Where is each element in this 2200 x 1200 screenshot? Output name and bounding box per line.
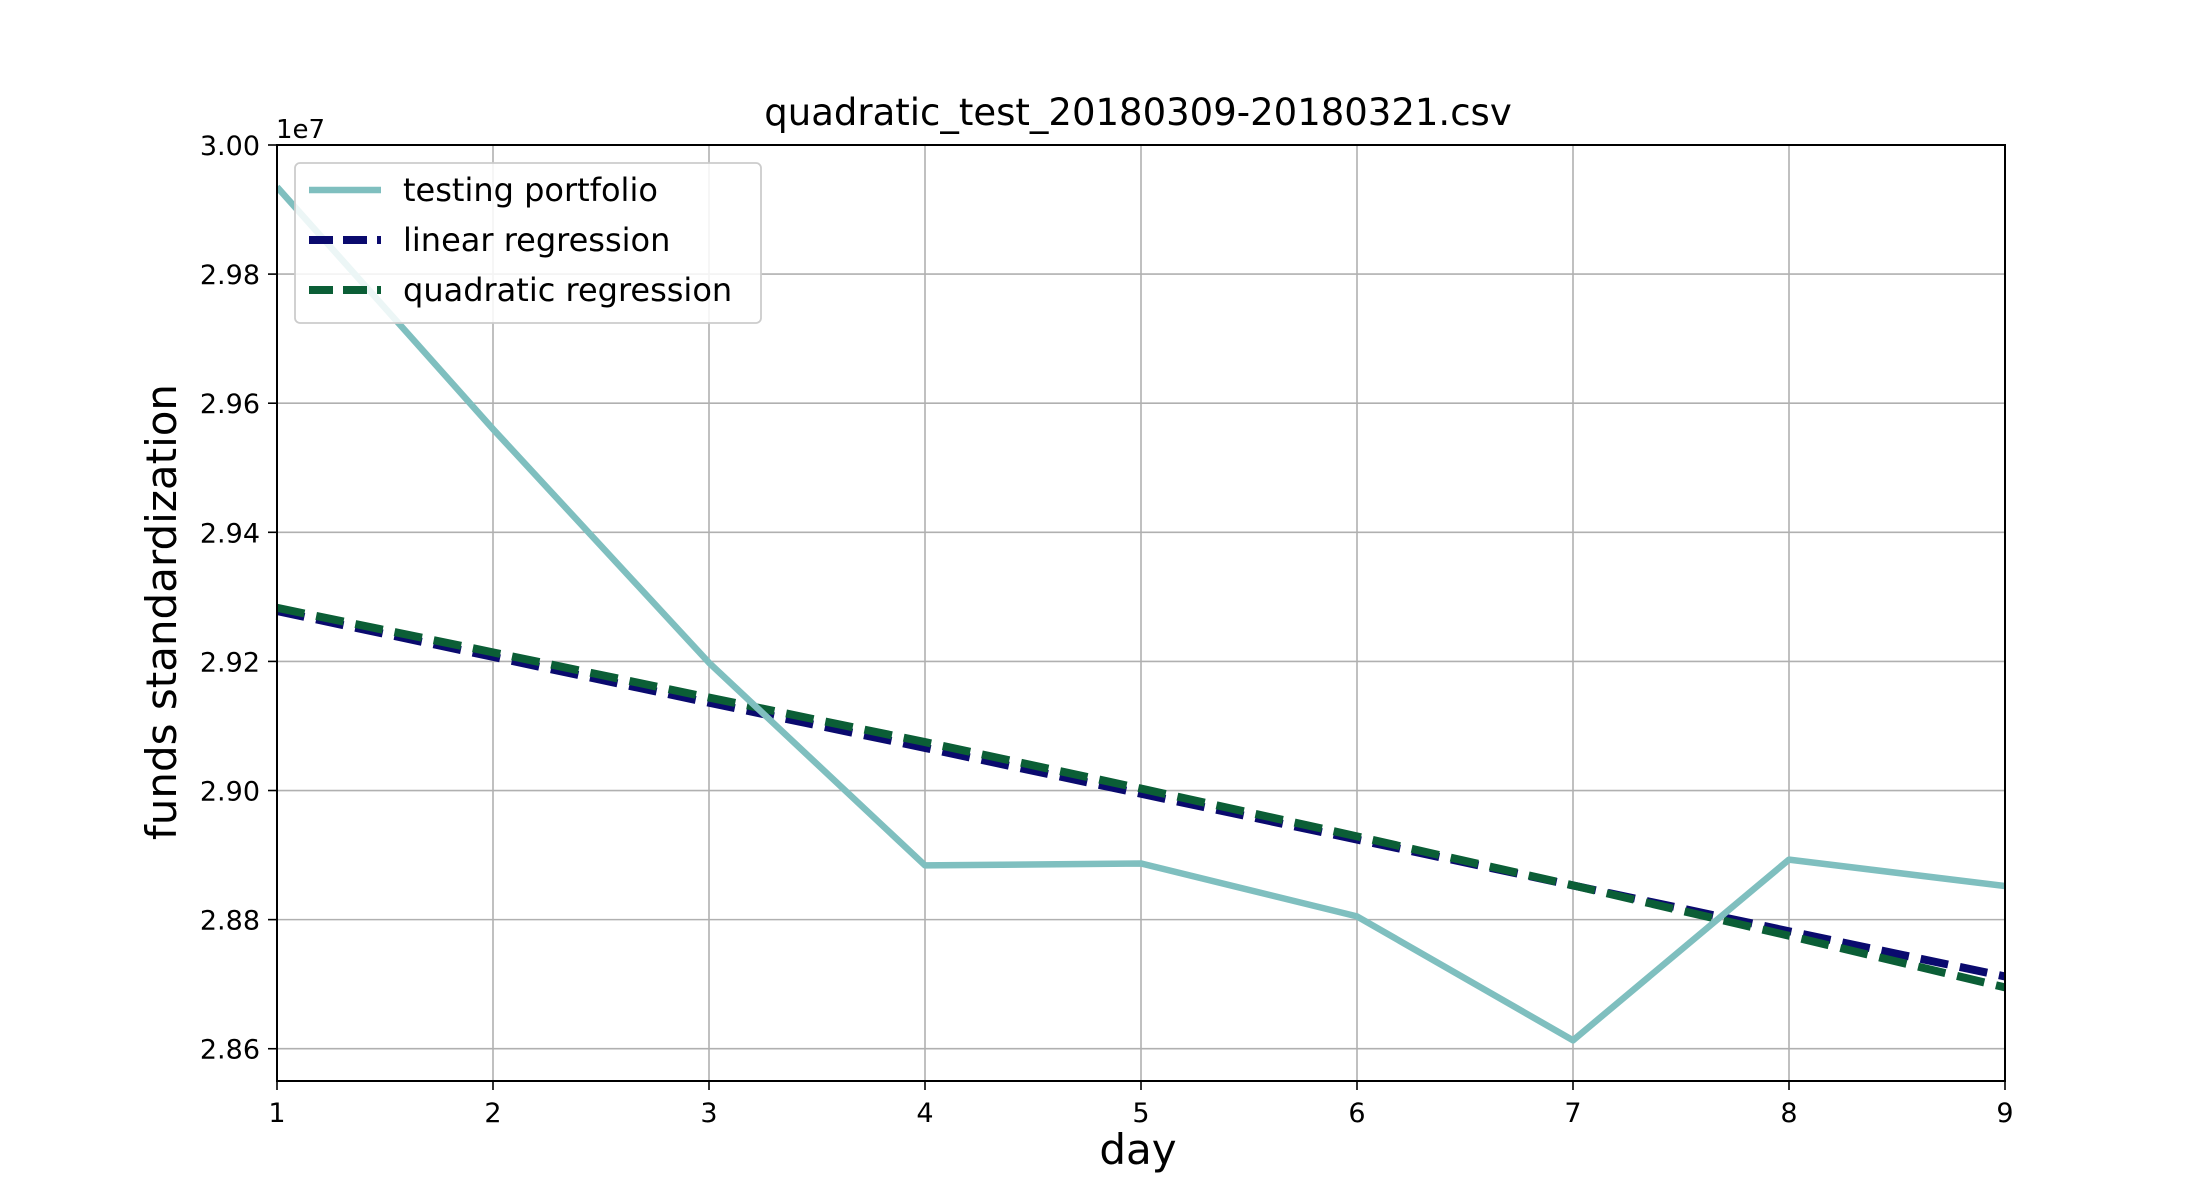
x-tick-label-8: 9 <box>1996 1098 2013 1129</box>
x-tick-label-6: 7 <box>1564 1098 1581 1129</box>
legend-label-0: testing portfolio <box>403 171 658 209</box>
series-line-testing-portfolio <box>277 184 2005 1044</box>
legend: testing portfolio linear regression quadra… <box>294 162 762 324</box>
x-tick-label-0: 1 <box>268 1098 285 1129</box>
y-tick-label-2: 2.90 <box>200 777 260 808</box>
y-axis-label: funds standardization <box>137 384 186 840</box>
y-tick-label-7: 3.00 <box>200 131 260 162</box>
tick-layer: 1 2 3 4 5 6 7 8 9 2.86 2.88 2.90 2.92 2.94 2.96 2.98 3.0… <box>200 131 2014 1129</box>
x-tick-label-3: 4 <box>916 1098 933 1129</box>
y-offset-text: 1e7 <box>276 115 325 145</box>
series-layer <box>277 184 2005 1044</box>
legend-box <box>294 162 762 324</box>
x-axis-label: day <box>1099 1125 1176 1174</box>
y-tick-label-4: 2.94 <box>200 518 260 549</box>
x-tick-label-7: 8 <box>1780 1098 1797 1129</box>
y-tick-label-5: 2.96 <box>200 389 260 420</box>
chart-title: quadratic_test_20180309-20180321.csv <box>764 91 1511 134</box>
legend-label-2: quadratic regression <box>403 271 732 309</box>
x-tick-label-5: 6 <box>1348 1098 1365 1129</box>
y-tick-label-0: 2.86 <box>200 1035 260 1066</box>
series-line-linear-regression <box>277 607 2005 981</box>
y-tick-label-3: 2.92 <box>200 647 260 678</box>
y-tick-label-1: 2.88 <box>200 906 260 937</box>
x-tick-label-2: 3 <box>700 1098 717 1129</box>
series-line-quadratic-regression <box>277 603 2005 992</box>
legend-label-1: linear regression <box>403 221 670 259</box>
x-tick-label-4: 5 <box>1132 1098 1149 1129</box>
y-tick-label-6: 2.98 <box>200 260 260 291</box>
x-tick-label-1: 2 <box>484 1098 501 1129</box>
